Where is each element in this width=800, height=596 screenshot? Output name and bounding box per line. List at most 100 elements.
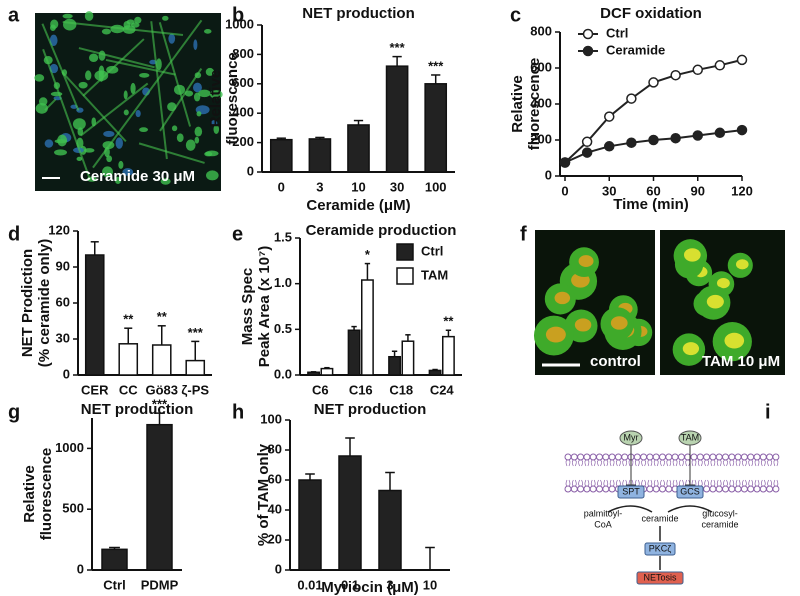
legend-marker	[582, 45, 594, 57]
cell	[213, 124, 220, 135]
cell	[134, 16, 142, 24]
lipid-head	[753, 485, 761, 493]
diagram-label: ceramide	[701, 519, 738, 529]
bar	[84, 254, 105, 376]
x-tick-label: 60	[646, 183, 660, 198]
x-tick-label: CER	[81, 382, 109, 397]
lipid-head	[709, 453, 717, 461]
lipid-head	[646, 453, 654, 461]
nucleus	[610, 316, 628, 330]
lipid-tail	[685, 459, 691, 467]
diagram-node	[676, 485, 704, 499]
cell	[162, 15, 169, 21]
y-tick-label: 600	[530, 59, 552, 74]
diagram-label: Myr	[624, 432, 639, 442]
lipid-head	[740, 485, 748, 493]
lipid-tail	[622, 459, 628, 467]
legend-label: TAM	[421, 267, 448, 282]
x-tick-label: 3	[316, 179, 323, 194]
nucleus	[682, 342, 700, 356]
lipid-tail	[710, 459, 716, 467]
cell	[62, 13, 73, 19]
bar	[347, 329, 361, 376]
panel-letter: i	[765, 401, 771, 423]
lipid-tail	[590, 479, 596, 487]
bar	[378, 489, 402, 571]
cell	[192, 82, 202, 93]
cell-process	[159, 68, 203, 132]
lipid-tail	[634, 459, 640, 467]
significance: **	[157, 309, 168, 324]
lipid-tail	[609, 479, 615, 487]
error-bar	[345, 437, 355, 456]
diagram-node	[636, 571, 684, 585]
error-bar	[157, 325, 166, 345]
bar	[424, 83, 448, 173]
cell	[193, 39, 198, 51]
cell	[102, 166, 113, 178]
marker	[648, 77, 659, 88]
y-tick-label: 0.5	[274, 321, 292, 336]
lipid-tail	[672, 459, 678, 467]
bar	[307, 371, 321, 376]
lipid-head	[671, 453, 679, 461]
cell-process	[82, 38, 145, 97]
cell	[210, 120, 218, 127]
lipid-head	[633, 453, 641, 461]
y-tick-label: 200	[232, 134, 254, 149]
chart-title: NET production	[302, 5, 415, 22]
diagram-label: CoA	[594, 519, 612, 529]
lipid-head	[722, 453, 729, 461]
y-axis-label: fluorescence	[38, 448, 55, 541]
nucleus	[706, 294, 724, 309]
cell	[194, 126, 203, 137]
reaction-arrow	[667, 505, 713, 513]
y-tick-label: 600	[232, 75, 254, 90]
lipid-head	[734, 485, 742, 493]
lipid-tail	[679, 459, 684, 467]
lipid-head	[564, 485, 572, 493]
marker	[604, 141, 615, 152]
y-tick-label: 100	[260, 411, 282, 426]
marker	[559, 157, 571, 168]
lipid-tail	[590, 459, 596, 467]
reaction-arrow	[607, 505, 653, 513]
bar	[269, 138, 293, 173]
diagram-node	[619, 430, 643, 446]
cell	[185, 139, 196, 151]
error-bar	[276, 137, 286, 140]
lipid-tail	[773, 479, 779, 487]
lipid-head	[766, 485, 774, 493]
lipid-head	[665, 485, 673, 493]
lipid-head	[652, 453, 660, 461]
y-axis-label: fluorescence	[224, 52, 241, 145]
lipid-tail	[641, 459, 646, 467]
lipid-head	[709, 485, 717, 493]
diagram-label: NETosis	[643, 572, 677, 582]
nucleus	[724, 332, 745, 349]
bar	[151, 344, 172, 376]
lipid-head	[753, 453, 761, 461]
y-tick-label: 20	[268, 531, 282, 546]
y-tick-label: 0	[77, 561, 84, 576]
marker	[604, 111, 615, 122]
image-label: control	[590, 353, 641, 370]
marker	[648, 134, 659, 146]
cell	[196, 111, 202, 117]
lipid-head	[728, 485, 736, 493]
cell	[139, 127, 149, 133]
cell	[49, 24, 56, 31]
lipid-tail	[672, 479, 678, 487]
y-tick-label: 400	[232, 105, 254, 120]
cell	[78, 81, 88, 89]
lipid-tail	[729, 479, 735, 487]
cell	[123, 90, 128, 100]
marker	[581, 136, 593, 148]
lipid-tail	[704, 479, 709, 487]
lipid-head	[659, 453, 666, 461]
cell	[63, 18, 77, 31]
lipid-tail	[653, 479, 659, 487]
marker	[670, 132, 681, 144]
lipid-head	[772, 485, 780, 493]
